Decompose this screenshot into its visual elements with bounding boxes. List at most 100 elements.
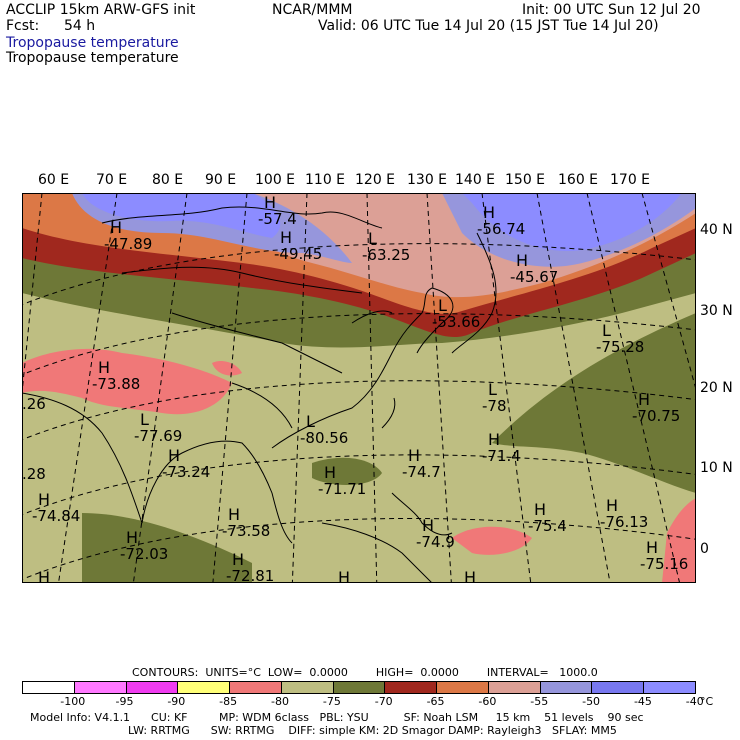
extremum-symbol: H (408, 446, 420, 465)
color-bar-segment (437, 682, 489, 693)
lon-label: 90 E (205, 172, 237, 188)
color-bar-segment (488, 682, 541, 693)
field-title-2: Tropopause temperature (6, 50, 179, 66)
extremum-symbol: H (228, 505, 240, 524)
extremum-symbol: H (646, 538, 658, 557)
extremum-symbol: H (38, 490, 50, 509)
color-bar-tick: -55 (530, 695, 549, 708)
extremum-value: -71.71 (318, 480, 366, 498)
band-80-75-east (662, 498, 696, 583)
extremum-symbol: H (483, 203, 495, 222)
extremum-value: -70.75 (632, 407, 680, 425)
lat-label: 0 (700, 541, 709, 557)
lon-label: 150 E (505, 172, 546, 188)
extremum-symbol: L (438, 296, 447, 315)
color-bar-tick: °C (700, 695, 714, 708)
extremum-value: -73.88 (92, 375, 140, 393)
lon-label: 70 E (96, 172, 128, 188)
extremum-value: -74.9 (416, 533, 455, 551)
lon-label: 120 E (355, 172, 396, 188)
extremum-value: -75.28 (596, 338, 644, 356)
extremum-symbol: H (280, 228, 292, 247)
extremum-value: -80.56 (300, 429, 348, 447)
band-70-65-south (82, 513, 252, 583)
extremum-value: -49.45 (274, 245, 322, 263)
color-bar-segment (333, 682, 386, 693)
color-bar-segment (126, 682, 179, 693)
extremum-value: -75.4 (528, 517, 567, 535)
color-bar-tick: -50 (582, 695, 601, 708)
color-bar-tick: -40 (685, 695, 704, 708)
extremum-symbol: L (306, 412, 315, 431)
extremum-symbol: L (368, 229, 377, 248)
extremum-symbol: L (140, 410, 149, 429)
extremum-value: -63.25 (362, 246, 410, 264)
extremum-symbol: H (110, 218, 122, 237)
color-bar-segment (230, 682, 282, 693)
valid-time: Valid: 06 UTC Tue 14 Jul 20 (15 JST Tue … (318, 18, 659, 34)
extremum-value: -74.84 (32, 507, 80, 525)
color-bar-tick: -85 (219, 695, 238, 708)
band-80-75-north (212, 361, 242, 376)
extremum-symbol: H (464, 568, 476, 583)
color-bar-segment (540, 682, 593, 693)
extremum-value: -73.24 (162, 463, 210, 481)
model-info-line2: LW: RRTMG SW: RRTMG DIFF: simple KM: 2D … (128, 724, 617, 737)
color-bar-segment (281, 682, 334, 693)
color-bar-tick: -70 (374, 695, 393, 708)
extremum-value: -53.66 (432, 313, 480, 331)
extremum-symbol: H (606, 496, 618, 515)
extremum-value: -74.7 (402, 463, 441, 481)
extremum-symbol: H (38, 568, 50, 583)
color-bar-segment (23, 682, 75, 693)
extremum-value: -73.58 (222, 522, 270, 540)
color-bar-tick: -90 (167, 695, 186, 708)
band-70-65-east (492, 313, 696, 493)
lat-label: 20 N (700, 380, 733, 396)
lat-label: 10 N (700, 460, 733, 476)
lon-label: 130 E (407, 172, 448, 188)
color-bar-tick: -95 (115, 695, 134, 708)
color-bar-segment (385, 682, 438, 693)
field-title-1: Tropopause temperature (6, 35, 179, 51)
lon-label: 170 E (610, 172, 651, 188)
lon-label: 80 E (152, 172, 184, 188)
color-bar-segment (644, 682, 695, 693)
lat-label: 30 N (700, 303, 733, 319)
color-bar (22, 681, 696, 694)
color-bar-segment (74, 682, 127, 693)
lon-label: 100 E (255, 172, 296, 188)
extremum-value: -45.67 (510, 268, 558, 286)
extremum-value: .28 (22, 465, 46, 483)
extremum-value: -77.69 (134, 427, 182, 445)
lon-label: 140 E (455, 172, 496, 188)
extremum-value: -76.13 (600, 513, 648, 531)
forecast-label: Fcst: (6, 18, 40, 34)
extremum-symbol: L (488, 380, 497, 399)
init-time: Init: 00 UTC Sun 12 Jul 20 (522, 2, 701, 18)
extremum-symbol: H (338, 568, 350, 583)
extremum-symbol: H (98, 358, 110, 377)
color-bar-tick: -65 (426, 695, 445, 708)
extremum-symbol: H (422, 516, 434, 535)
tropopause-temperature-map: H-47.89H-57.4H-49.45L-63.25H-56.74H-45.6… (22, 193, 696, 583)
organization: NCAR/MMM (272, 2, 353, 18)
band-80-75-south (452, 526, 532, 555)
extrema-labels: H-47.89H-57.4H-49.45L-63.25H-56.74H-45.6… (22, 193, 688, 583)
extremum-symbol: H (324, 463, 336, 482)
color-bar-tick: -80 (271, 695, 289, 708)
color-bar-tick: -60 (478, 695, 497, 708)
color-bar-tick: -45 (633, 695, 652, 708)
band-45-40 (82, 193, 281, 238)
extremum-value: .26 (22, 395, 46, 413)
extremum-value: -71.4 (482, 447, 521, 465)
extremum-value: -57.4 (258, 210, 297, 228)
color-bar-tick: -75 (322, 695, 341, 708)
band-45-40-east (462, 193, 682, 251)
extremum-value: -75.16 (640, 555, 688, 573)
extremum-symbol: H (264, 193, 276, 212)
extremum-value: -78 (482, 397, 507, 415)
extremum-symbol: H (534, 500, 546, 519)
extremum-symbol: H (126, 528, 138, 547)
forecast-hour: 54 h (64, 18, 96, 34)
